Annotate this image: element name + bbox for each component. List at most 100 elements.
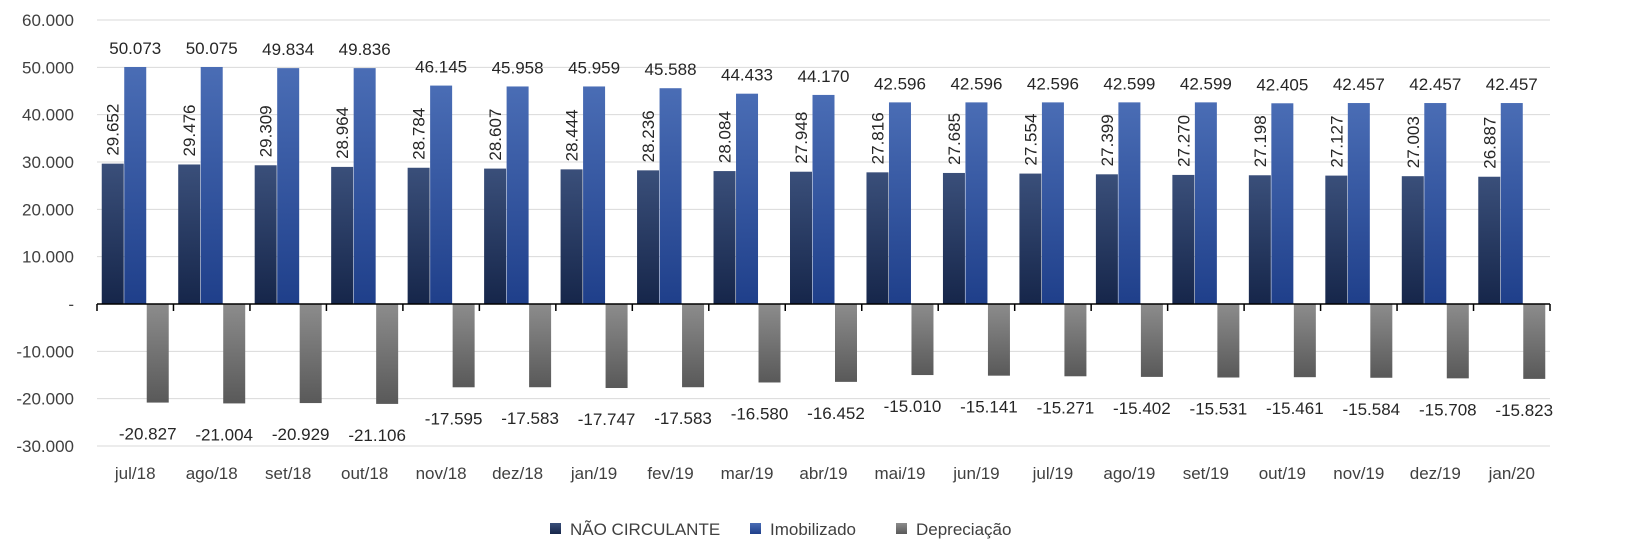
bar-depreciacao xyxy=(682,304,705,388)
data-label: 28.607 xyxy=(486,109,505,161)
bar-imobilizado xyxy=(1194,102,1217,304)
x-tick-label: jan/19 xyxy=(570,464,617,483)
bar-nao-circulante xyxy=(484,168,507,304)
x-axis xyxy=(96,303,1551,311)
bar-nao-circulante xyxy=(331,166,354,304)
x-tick-label: out/19 xyxy=(1259,464,1306,483)
bar-nao-circulante xyxy=(866,172,889,304)
data-label: -16.452 xyxy=(807,404,865,423)
bar-depreciacao xyxy=(1217,304,1240,378)
data-label: 27.270 xyxy=(1174,115,1193,167)
data-label: -15.708 xyxy=(1419,400,1477,419)
data-label: 29.309 xyxy=(257,105,276,157)
bar-imobilizado xyxy=(1500,103,1523,304)
data-label: 26.887 xyxy=(1480,117,1499,169)
data-label: -17.583 xyxy=(654,409,712,428)
data-label: -15.584 xyxy=(1342,400,1400,419)
x-tick-label: dez/18 xyxy=(492,464,543,483)
data-label: 45.959 xyxy=(568,58,620,77)
bar-nao-circulante xyxy=(1095,174,1118,304)
data-label: 27.399 xyxy=(1098,114,1117,166)
x-tick-label: set/19 xyxy=(1183,464,1229,483)
y-axis-tick-labels: 60.000 50.000 40.000 30.000 20.000 10.000 - -10… xyxy=(16,11,74,456)
bar-imobilizado xyxy=(1041,102,1064,304)
data-label: 29.476 xyxy=(180,104,199,156)
x-tick-label: jan/20 xyxy=(1488,464,1535,483)
bar-depreciacao xyxy=(452,304,475,388)
bar-nao-circulante xyxy=(1325,175,1348,304)
bar-depreciacao xyxy=(758,304,781,383)
bar-depreciacao xyxy=(376,304,399,404)
bar-depreciacao xyxy=(1446,304,1469,379)
x-tick-label: jun/19 xyxy=(952,464,999,483)
data-label: 42.405 xyxy=(1256,75,1308,94)
bar-imobilizado xyxy=(353,68,376,305)
data-label: 42.457 xyxy=(1333,75,1385,94)
bar-depreciacao xyxy=(911,304,934,376)
bar-imobilizado xyxy=(1424,103,1447,304)
y-tick-label: -10.000 xyxy=(16,342,74,361)
bar-nao-circulante xyxy=(790,171,812,304)
legend-swatch xyxy=(550,523,561,534)
bar-nao-circulante xyxy=(942,172,965,304)
x-tick-label: set/18 xyxy=(265,464,311,483)
bar-nao-circulante xyxy=(1478,176,1501,304)
data-label: -15.271 xyxy=(1037,398,1095,417)
data-label: 27.003 xyxy=(1404,116,1423,168)
y-tick-label: -30.000 xyxy=(16,437,74,456)
bar-imobilizado xyxy=(506,86,529,304)
data-label: -17.583 xyxy=(501,409,559,428)
data-label: 27.554 xyxy=(1021,114,1040,166)
bar-imobilizado xyxy=(1118,102,1141,304)
data-label: 50.073 xyxy=(109,39,161,58)
bar-nao-circulante xyxy=(1172,174,1195,304)
y-tick-label: - xyxy=(68,295,74,314)
bar-depreciacao xyxy=(1370,304,1393,378)
data-label: 27.948 xyxy=(792,112,811,164)
data-label: 50.075 xyxy=(186,39,238,58)
data-label: 49.836 xyxy=(339,40,391,59)
bar-depreciacao xyxy=(1293,304,1316,378)
bar-nao-circulante xyxy=(713,171,736,304)
data-label: 42.599 xyxy=(1103,74,1155,93)
data-label: 46.145 xyxy=(415,58,467,77)
data-label: -17.595 xyxy=(425,409,483,428)
y-tick-label: 30.000 xyxy=(22,153,74,172)
bar-imobilizado xyxy=(812,94,835,304)
data-label: 28.444 xyxy=(563,109,582,161)
data-label: 28.784 xyxy=(410,108,429,160)
data-label: 42.596 xyxy=(874,74,926,93)
bar-imobilizado xyxy=(583,86,606,305)
bar-depreciacao xyxy=(1064,304,1087,377)
y-tick-label: 40.000 xyxy=(22,106,74,125)
data-label: -15.531 xyxy=(1190,400,1248,419)
data-label: 42.599 xyxy=(1180,74,1232,93)
x-axis-tick-labels: jul/18 ago/18 set/18 out/18 nov/18 dez/18 jan/… xyxy=(114,464,1535,483)
y-tick-label: 60.000 xyxy=(22,11,74,30)
data-label: -17.747 xyxy=(578,410,636,429)
bar-nao-circulante xyxy=(1019,173,1042,304)
data-label: 44.170 xyxy=(798,67,850,86)
bar-nao-circulante xyxy=(637,170,660,304)
data-label: -20.827 xyxy=(119,425,177,444)
x-tick-label: jul/18 xyxy=(114,464,156,483)
y-tick-label: 20.000 xyxy=(22,200,74,219)
bar-depreciacao xyxy=(1140,304,1163,377)
x-tick-label: dez/19 xyxy=(1410,464,1461,483)
bar-depreciacao xyxy=(605,304,628,389)
bar-nao-circulante xyxy=(101,163,124,304)
bar-imobilizado xyxy=(200,66,223,304)
legend-label: Imobilizado xyxy=(770,520,856,539)
y-tick-label: 50.000 xyxy=(22,58,74,77)
data-labels: 29.652 29.476 29.309 28.964 28.784 28.607 28.4… xyxy=(104,39,1553,445)
x-tick-label: mar/19 xyxy=(721,464,774,483)
bar-depreciacao xyxy=(835,304,857,382)
x-tick-label: mai/19 xyxy=(874,464,925,483)
data-label: 27.685 xyxy=(945,113,964,165)
bar-depreciacao xyxy=(529,304,552,388)
data-label: 42.457 xyxy=(1486,75,1538,94)
data-label: -21.106 xyxy=(348,426,406,445)
legend-label: Depreciação xyxy=(916,520,1011,539)
x-tick-label: abr/19 xyxy=(799,464,847,483)
